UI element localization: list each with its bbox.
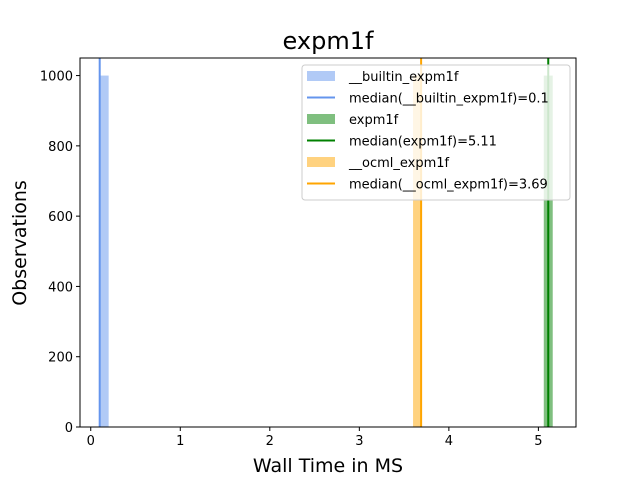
y-axis: 0 200 400 600 800 1000 bbox=[40, 70, 80, 436]
chart-title: expm1f bbox=[283, 27, 374, 55]
histogram-bar-4-0 bbox=[413, 75, 423, 428]
y-tick-label-5: 1000 bbox=[40, 70, 73, 85]
y-tick-label-4: 800 bbox=[48, 140, 73, 155]
y-tick-label-1: 200 bbox=[48, 351, 73, 366]
legend-label-1: median(__builtin_expm1f)=0.1 bbox=[349, 92, 549, 107]
legend-label-4: __ocml_expm1f bbox=[348, 156, 450, 171]
y-tick-label-3: 600 bbox=[48, 210, 73, 225]
legend-box bbox=[301, 64, 571, 201]
x-tick-label-0: 0 bbox=[87, 434, 95, 449]
x-axis-label: Wall Time in MS bbox=[253, 455, 403, 477]
x-tick-label-2: 2 bbox=[266, 434, 274, 449]
legend-label-3: median(expm1f)=5.11 bbox=[349, 135, 497, 150]
legend-label-2: expm1f bbox=[349, 113, 399, 128]
x-axis: 0 1 2 3 4 5 bbox=[87, 427, 543, 449]
x-tick-label-4: 4 bbox=[445, 434, 453, 449]
plot-frame bbox=[79, 57, 577, 428]
x-tick-label-5: 5 bbox=[534, 434, 542, 449]
legend-swatch-2 bbox=[307, 114, 335, 124]
y-tick-label-2: 400 bbox=[48, 280, 73, 295]
legend-label-5: median(__ocml_expm1f)=3.69 bbox=[349, 178, 548, 193]
legend: __builtin_expm1f median(__builtin_expm1f)… bbox=[301, 64, 571, 201]
x-tick-label-1: 1 bbox=[176, 434, 184, 449]
legend-swatch-4 bbox=[307, 157, 335, 167]
histogram-bar-0-0 bbox=[99, 75, 109, 428]
x-tick-label-3: 3 bbox=[355, 434, 363, 449]
legend-swatch-0 bbox=[307, 71, 335, 81]
y-tick-label-0: 0 bbox=[65, 421, 73, 436]
y-axis-label: Observations bbox=[9, 180, 31, 306]
legend-label-0: __builtin_expm1f bbox=[348, 70, 459, 85]
